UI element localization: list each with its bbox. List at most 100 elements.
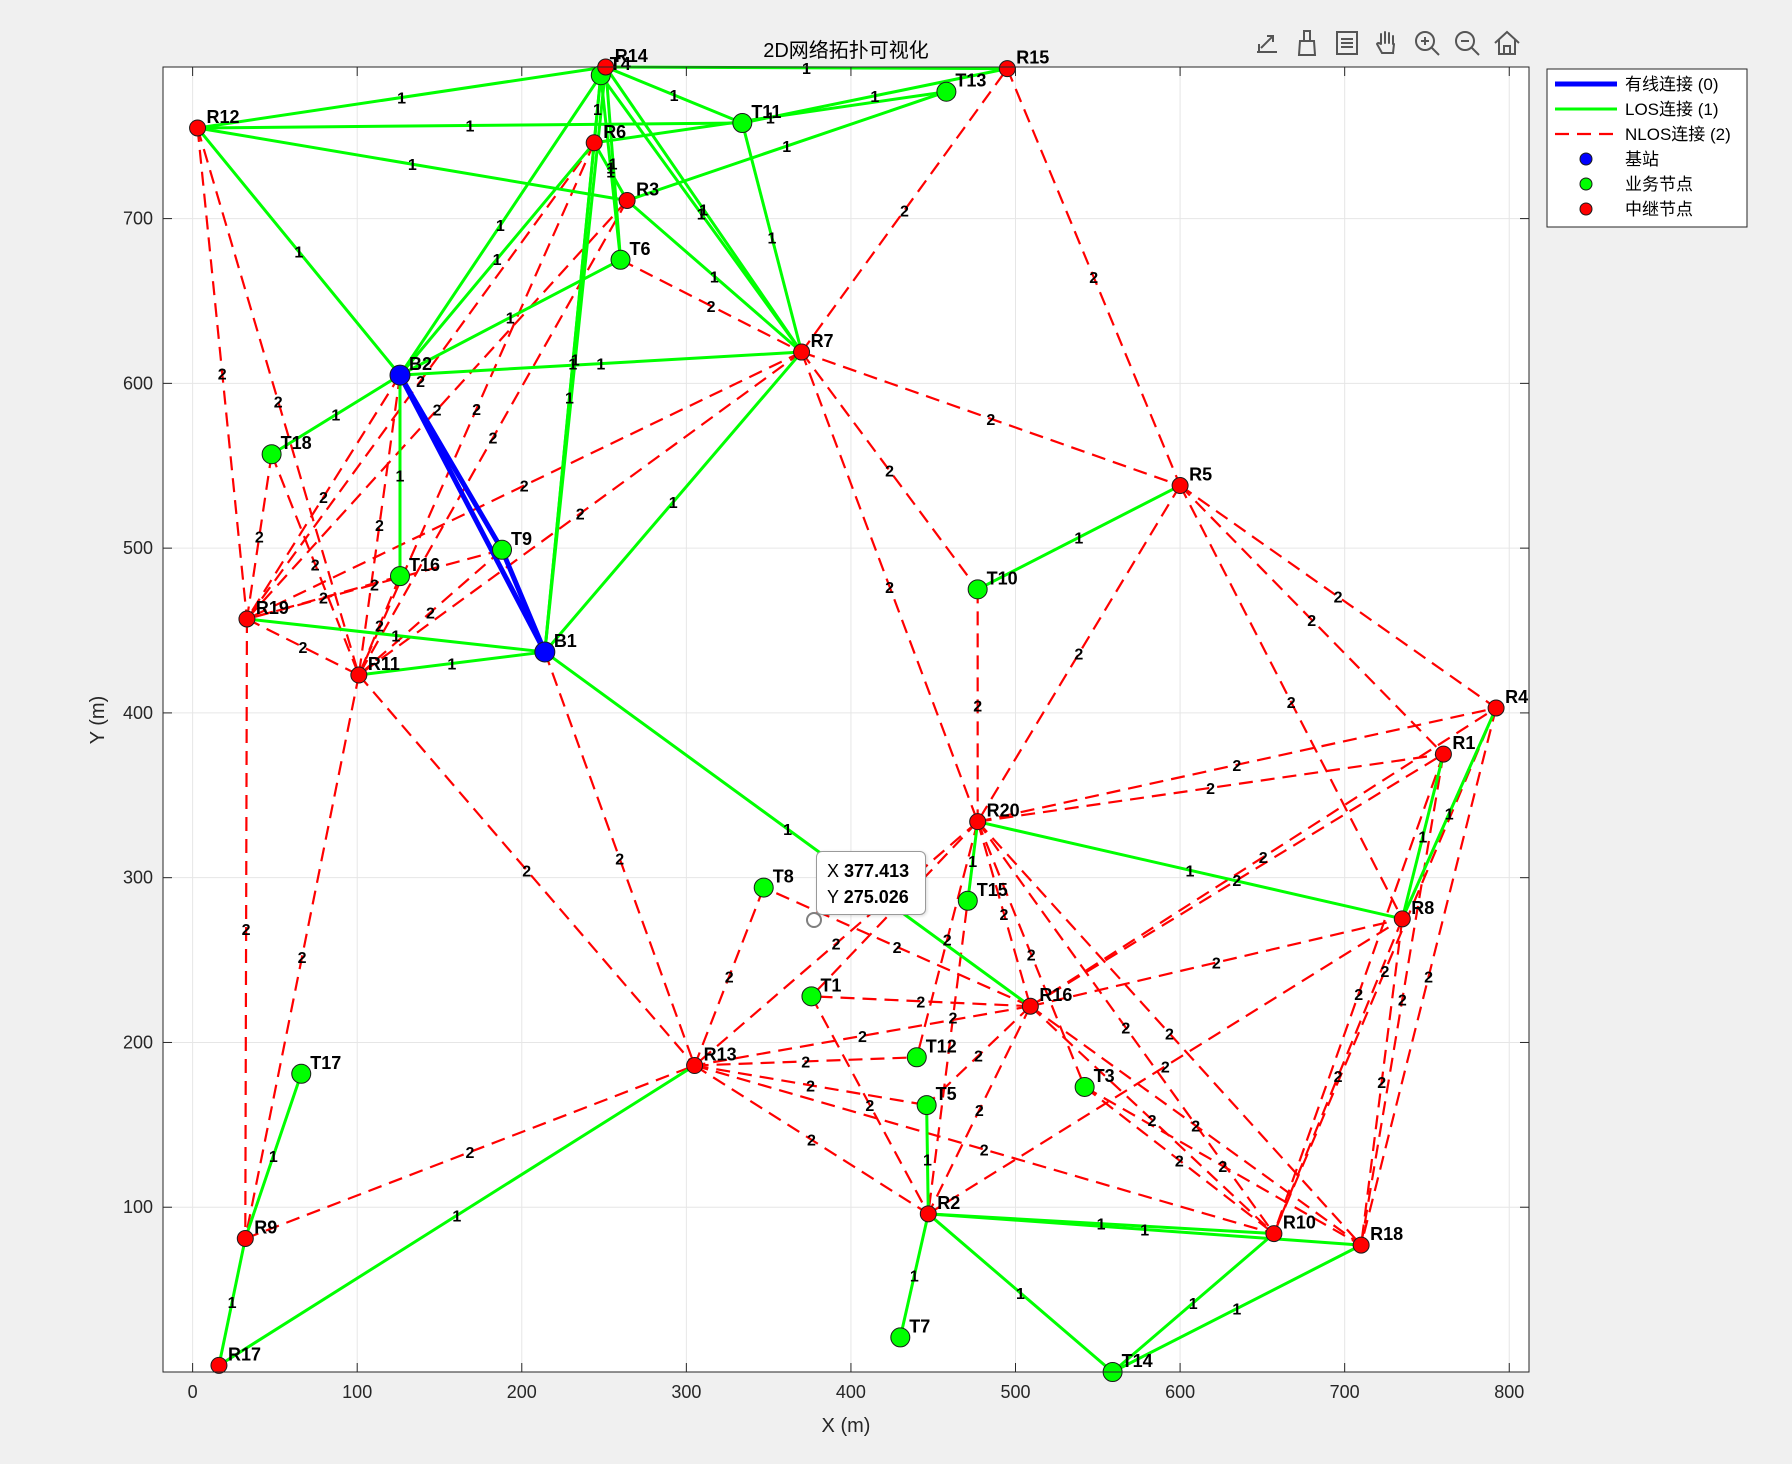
edge-R6-R3 [592,142,629,202]
edge-R20-R13 [693,820,979,1067]
edge-R16-R18 [1029,1005,1362,1247]
edge-R12-T11 [197,121,743,130]
edge-weight-label: 2 [986,412,995,429]
node-R1[interactable] [1434,745,1452,763]
edge-weight-label: 2 [885,580,894,597]
edge-R8-R1 [1400,753,1445,920]
node-T9[interactable] [492,539,513,560]
node-R11[interactable] [350,666,368,684]
node-R2[interactable] [919,1205,937,1223]
node-T17[interactable] [291,1063,312,1084]
brush-button[interactable] [1290,26,1324,60]
edge-R1-R10 [1272,753,1445,1234]
node-R9[interactable] [236,1230,254,1248]
node-R15[interactable] [998,60,1016,78]
node-R18[interactable] [1352,1236,1370,1254]
edge-weight-label: 2 [1232,873,1241,890]
node-R20[interactable] [969,813,987,831]
node-R19[interactable] [238,610,256,628]
zoom-in-button[interactable] [1410,26,1444,60]
node-T6[interactable] [610,249,631,270]
node-T3[interactable] [1074,1076,1095,1097]
edge-R20-R18 [976,820,1362,1246]
node-R16[interactable] [1021,997,1039,1015]
zoom-out-button[interactable] [1450,26,1484,60]
edge-T11-R15 [742,67,1008,125]
edge-R13-T8 [693,887,765,1066]
node-T13[interactable] [936,81,957,102]
edge-R16-T8 [763,886,1031,1008]
edge-weight-label: 2 [1206,781,1215,798]
edge-weight-label: 2 [1381,964,1390,981]
nodes-layer[interactable] [189,58,1505,1382]
node-label-T5: T5 [936,1084,957,1104]
edge-R15-R5 [1006,68,1182,486]
edge-weight-label: 2 [1175,1153,1184,1170]
node-label-R15: R15 [1016,48,1049,68]
node-R7[interactable] [793,343,811,361]
edge-weight-label: 2 [949,1011,958,1028]
node-T7[interactable] [890,1327,911,1348]
edge-weight-label: 1 [447,656,456,673]
edge-weight-label: 1 [1418,829,1427,846]
datatip-box[interactable]: X 377.413 Y 275.026 [816,851,926,915]
node-B1[interactable] [534,641,556,663]
node-R13[interactable] [686,1057,704,1075]
pan-button[interactable] [1370,26,1404,60]
node-T5[interactable] [916,1095,937,1116]
node-label-T14: T14 [1122,1351,1153,1371]
node-T10[interactable] [967,579,988,600]
datatip-button[interactable] [1330,26,1364,60]
node-R10[interactable] [1265,1225,1283,1243]
edge-weight-label: 1 [331,408,340,425]
edge-weight-label: 2 [1161,1059,1170,1076]
edge-weight-label: 1 [783,822,792,839]
edge-weight-label: 1 [596,357,605,374]
axes-background [163,67,1529,1372]
export-button[interactable] [1250,26,1284,60]
node-T16[interactable] [389,566,410,587]
node-T18[interactable] [261,444,282,465]
edge-weight-label: 1 [606,161,615,178]
x-axis-label: X (m) [822,1415,871,1437]
edge-weight-label: 1 [1445,806,1454,823]
node-R4[interactable] [1487,699,1505,717]
edge-R12-R19 [196,127,249,620]
edge-T11-R7 [740,122,804,353]
edge-R12-R14 [197,65,606,130]
datatip-marker [806,912,822,928]
edge-R9-T17 [243,1073,303,1240]
node-R6[interactable] [585,134,603,152]
edge-T16-R11 [357,575,402,676]
edge-weight-label: 1 [1140,1222,1149,1239]
edge-weight-label: 2 [1121,1021,1130,1038]
edge-R13-R2 [693,1064,929,1215]
grid [163,67,1529,1372]
node-R17[interactable] [210,1356,228,1374]
home-button[interactable] [1490,26,1524,60]
node-R5[interactable] [1171,477,1189,495]
node-T15[interactable] [957,890,978,911]
ticks-layer: 0 100 200 300 400 500 600 700 800 100 200 300 400 500… [123,67,1529,1402]
edge-weight-label: 1 [609,156,618,173]
edge-R20-R4 [977,706,1497,823]
node-T8[interactable] [753,877,774,898]
datatip-x-value: 377.413 [844,861,910,881]
edge-B2-R19 [246,374,401,620]
node-R12[interactable] [189,119,207,137]
edge-weight-label: 1 [782,139,791,156]
edge-R3-R19 [246,199,628,620]
edge-weight-label: 2 [707,299,716,316]
node-T11[interactable] [732,113,753,134]
node-R8[interactable] [1393,910,1411,928]
node-T1[interactable] [801,986,822,1007]
edge-weight-label: 2 [858,1029,867,1046]
edge-weight-label: 2 [1334,590,1343,607]
edge-weight-label: 2 [801,1054,810,1071]
edge-weight-label: 2 [298,950,307,967]
node-B2[interactable] [389,364,411,386]
node-T12[interactable] [906,1047,927,1068]
node-R3[interactable] [618,191,636,209]
node-label-T6: T6 [630,239,651,259]
